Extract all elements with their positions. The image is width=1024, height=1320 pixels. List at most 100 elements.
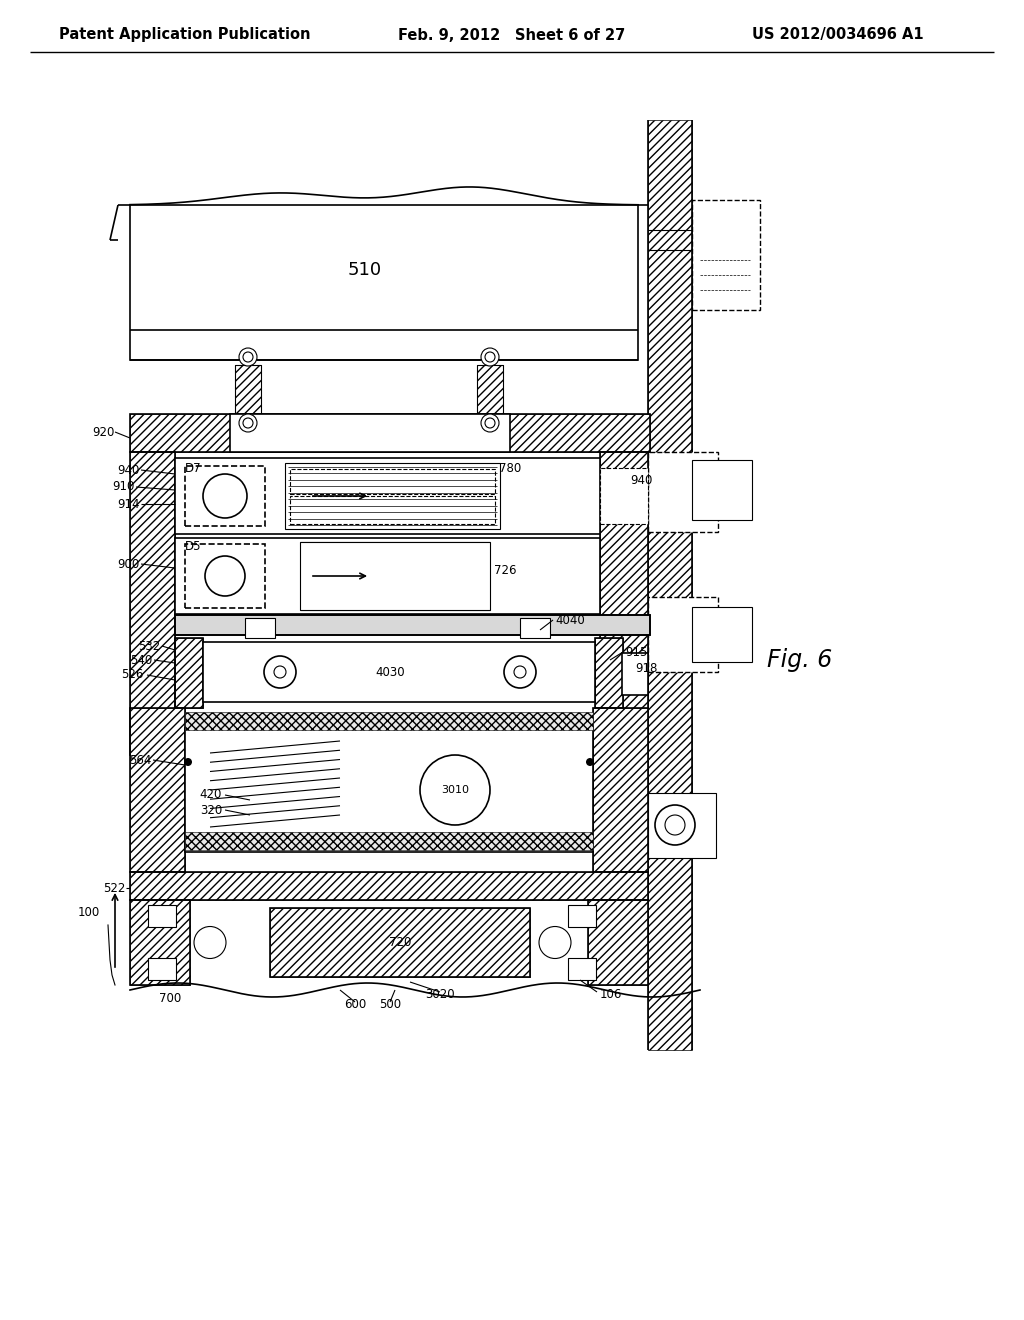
Bar bbox=[175, 458, 600, 535]
Bar bbox=[185, 832, 593, 850]
Circle shape bbox=[203, 474, 247, 517]
Text: 4030: 4030 bbox=[375, 665, 404, 678]
Text: 910: 910 bbox=[113, 480, 135, 494]
Bar bbox=[130, 414, 650, 451]
Bar bbox=[270, 908, 530, 977]
Bar bbox=[234, 366, 261, 414]
Bar bbox=[130, 708, 185, 873]
Bar bbox=[270, 908, 530, 977]
Bar bbox=[477, 366, 503, 414]
Bar bbox=[692, 607, 752, 663]
Circle shape bbox=[264, 656, 296, 688]
Bar bbox=[588, 900, 648, 985]
Text: 726: 726 bbox=[494, 565, 516, 578]
Text: 4040: 4040 bbox=[555, 614, 585, 627]
Text: 564: 564 bbox=[130, 754, 152, 767]
Circle shape bbox=[205, 556, 245, 597]
Text: 522: 522 bbox=[102, 882, 125, 895]
Bar bbox=[568, 958, 596, 979]
Text: US 2012/0034696 A1: US 2012/0034696 A1 bbox=[753, 28, 924, 42]
Bar bbox=[148, 958, 176, 979]
Bar bbox=[130, 873, 648, 900]
Bar bbox=[290, 469, 495, 494]
Bar bbox=[593, 708, 648, 873]
Text: 3020: 3020 bbox=[425, 989, 455, 1002]
Bar bbox=[568, 906, 596, 927]
Bar bbox=[290, 496, 495, 524]
Bar bbox=[648, 451, 718, 532]
Bar bbox=[648, 793, 716, 858]
Text: D5: D5 bbox=[185, 540, 202, 553]
Text: Patent Application Publication: Patent Application Publication bbox=[59, 28, 310, 42]
Text: 540: 540 bbox=[130, 653, 152, 667]
Bar bbox=[185, 466, 265, 525]
Text: 3010: 3010 bbox=[441, 785, 469, 795]
Circle shape bbox=[485, 418, 495, 428]
Circle shape bbox=[239, 414, 257, 432]
Bar bbox=[185, 544, 265, 609]
Bar bbox=[600, 469, 648, 524]
Bar bbox=[600, 451, 648, 755]
Text: 700: 700 bbox=[159, 991, 181, 1005]
Bar bbox=[130, 205, 638, 360]
Text: 510: 510 bbox=[348, 261, 382, 279]
Bar bbox=[600, 451, 648, 755]
Bar bbox=[130, 873, 648, 900]
Bar bbox=[148, 906, 176, 927]
Circle shape bbox=[481, 414, 499, 432]
Bar bbox=[215, 486, 237, 506]
Bar bbox=[130, 451, 175, 755]
Circle shape bbox=[665, 814, 685, 836]
Bar bbox=[185, 729, 593, 851]
Circle shape bbox=[184, 758, 193, 766]
Bar bbox=[130, 414, 650, 451]
Text: 920: 920 bbox=[92, 425, 115, 438]
Text: 500: 500 bbox=[379, 998, 401, 1011]
Bar bbox=[285, 463, 500, 529]
Text: D7: D7 bbox=[185, 462, 202, 474]
Bar bbox=[215, 566, 237, 586]
Bar bbox=[130, 900, 190, 985]
Bar bbox=[692, 459, 752, 520]
Text: 600: 600 bbox=[344, 998, 367, 1011]
Bar bbox=[595, 638, 623, 708]
Circle shape bbox=[539, 927, 571, 958]
Text: 532: 532 bbox=[138, 639, 160, 652]
Text: 940: 940 bbox=[630, 474, 652, 487]
Circle shape bbox=[655, 805, 695, 845]
Circle shape bbox=[586, 758, 594, 766]
Text: 914: 914 bbox=[118, 498, 140, 511]
Bar bbox=[130, 708, 185, 873]
Bar bbox=[648, 597, 718, 672]
Circle shape bbox=[420, 755, 490, 825]
Circle shape bbox=[485, 352, 495, 362]
Text: 320: 320 bbox=[200, 804, 222, 817]
Text: 918: 918 bbox=[635, 663, 657, 676]
Bar bbox=[477, 366, 503, 414]
Circle shape bbox=[243, 418, 253, 428]
Bar bbox=[203, 642, 595, 702]
Circle shape bbox=[194, 927, 226, 958]
Bar bbox=[593, 708, 648, 873]
Bar bbox=[175, 539, 600, 614]
Bar bbox=[175, 638, 203, 708]
Text: Feb. 9, 2012  Sheet 6 of 27: Feb. 9, 2012 Sheet 6 of 27 bbox=[398, 28, 626, 42]
Bar bbox=[175, 615, 650, 635]
Bar bbox=[130, 451, 175, 755]
Bar bbox=[622, 653, 648, 696]
Bar bbox=[648, 120, 692, 1049]
Text: 780: 780 bbox=[499, 462, 521, 474]
Bar bbox=[230, 414, 510, 451]
Circle shape bbox=[514, 667, 526, 678]
Bar bbox=[130, 900, 190, 985]
Bar bbox=[300, 543, 490, 610]
Circle shape bbox=[481, 348, 499, 366]
Text: 940: 940 bbox=[118, 463, 140, 477]
Bar bbox=[175, 638, 203, 708]
Bar bbox=[520, 618, 550, 638]
Bar bbox=[185, 711, 593, 730]
Text: 106: 106 bbox=[600, 989, 623, 1002]
Bar bbox=[588, 900, 648, 985]
Bar bbox=[175, 615, 650, 635]
Circle shape bbox=[243, 352, 253, 362]
